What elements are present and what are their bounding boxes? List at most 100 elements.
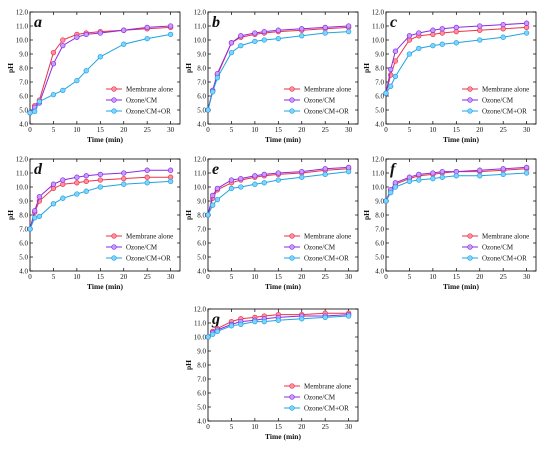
legend-swatch-marker xyxy=(111,97,117,103)
data-point xyxy=(477,167,483,173)
x-tick-label: 0 xyxy=(28,273,32,281)
legend-entry: Membrane alone xyxy=(482,232,529,240)
legend-entry: Ozone/CM xyxy=(482,243,514,251)
x-tick-label: 10 xyxy=(251,423,259,431)
data-point xyxy=(74,77,80,84)
legend-entry: Ozone/CM xyxy=(126,243,158,251)
data-point xyxy=(453,24,459,31)
data-point xyxy=(27,110,33,116)
chart-panel-f: 4.0 5.0 6.0 7.0 8.0 9.0 10.0 11.0 12.0 0 5 10 15 20 25… xyxy=(362,155,537,291)
data-point xyxy=(388,189,394,196)
x-tick-label: 10 xyxy=(73,273,81,281)
data-point xyxy=(523,170,530,176)
y-tick-label: 5.0 xyxy=(197,253,206,261)
data-point xyxy=(322,314,328,321)
y-tick-label: 12.0 xyxy=(194,305,207,313)
x-tick-label: 5 xyxy=(52,126,56,134)
y-tick-label: 6.0 xyxy=(197,92,206,100)
data-point xyxy=(383,198,389,204)
y-axis-title: pH xyxy=(6,210,15,220)
y-tick-label: 10.0 xyxy=(372,183,385,191)
data-point xyxy=(74,34,80,40)
y-tick-label: 12.0 xyxy=(372,8,385,16)
panel-label: g xyxy=(211,311,220,328)
data-point xyxy=(74,174,80,180)
y-tick-label: 10.0 xyxy=(16,36,29,44)
y-tick-label: 8.0 xyxy=(197,211,206,219)
y-tick-label: 6.0 xyxy=(375,92,384,100)
y-tick-label: 8.0 xyxy=(19,64,28,72)
legend-entry: Ozone/CM+OR xyxy=(304,404,349,412)
data-point xyxy=(392,184,399,190)
data-point xyxy=(210,192,216,199)
data-point xyxy=(275,170,281,176)
data-point xyxy=(275,35,281,42)
data-point xyxy=(345,313,352,319)
x-tick-label: 10 xyxy=(429,273,437,281)
x-tick-label: 30 xyxy=(523,273,531,281)
x-tick-label: 15 xyxy=(275,126,283,134)
data-point xyxy=(50,181,57,187)
data-point xyxy=(50,49,57,56)
data-point xyxy=(439,168,445,175)
y-tick-label: 10.0 xyxy=(194,36,207,44)
data-point xyxy=(500,34,506,40)
panel-label: c xyxy=(390,14,397,31)
y-tick-label: 11.0 xyxy=(16,169,28,177)
x-tick-label: 0 xyxy=(206,126,210,134)
data-point xyxy=(275,27,281,33)
legend-swatch-marker xyxy=(467,255,473,261)
x-tick-label: 20 xyxy=(298,423,306,431)
legend-swatch-marker xyxy=(289,108,295,114)
data-point xyxy=(167,23,174,29)
data-point xyxy=(32,215,38,221)
data-point xyxy=(60,42,66,49)
data-point xyxy=(388,66,394,73)
legend-entry: Ozone/CM xyxy=(126,96,158,104)
y-tick-label: 11.0 xyxy=(194,22,206,30)
y-axis-title: pH xyxy=(184,360,193,370)
data-point xyxy=(205,334,211,340)
x-tick-label: 15 xyxy=(275,273,283,281)
x-tick-label: 0 xyxy=(206,273,210,281)
data-point xyxy=(97,184,103,190)
x-axis-title: Time (min) xyxy=(443,135,479,144)
x-tick-label: 10 xyxy=(251,126,259,134)
data-point xyxy=(121,175,127,182)
x-tick-label: 15 xyxy=(275,423,283,431)
y-axis-title: pH xyxy=(184,63,193,73)
data-point xyxy=(439,174,445,180)
data-point xyxy=(121,41,127,47)
x-tick-label: 30 xyxy=(167,273,175,281)
data-point xyxy=(144,174,150,180)
x-axis-title: Time (min) xyxy=(87,282,123,291)
data-point xyxy=(214,185,221,192)
data-point xyxy=(275,177,281,183)
x-tick-label: 30 xyxy=(523,126,531,134)
data-point xyxy=(345,23,352,29)
data-point xyxy=(477,173,483,179)
data-point xyxy=(83,173,89,179)
legend-entry: Membrane alone xyxy=(126,85,173,93)
x-tick-label: 10 xyxy=(429,126,437,134)
data-point xyxy=(228,323,235,329)
data-point xyxy=(345,28,352,35)
data-point xyxy=(439,41,445,47)
data-point xyxy=(500,21,506,28)
data-point xyxy=(477,37,483,43)
legend-entry: Membrane alone xyxy=(304,85,351,93)
x-tick-label: 15 xyxy=(453,273,461,281)
legend-swatch-marker xyxy=(289,394,295,400)
x-tick-label: 15 xyxy=(97,273,105,281)
legend-swatch-marker xyxy=(289,97,295,103)
data-point xyxy=(406,33,413,39)
legend-swatch-marker xyxy=(289,383,295,389)
legend-entry: Ozone/CM+OR xyxy=(482,107,527,115)
panel-label: a xyxy=(34,14,42,31)
x-tick-label: 20 xyxy=(298,126,306,134)
legend-swatch-marker xyxy=(467,233,473,239)
data-point xyxy=(238,184,244,190)
y-tick-label: 9.0 xyxy=(197,347,206,355)
x-tick-label: 5 xyxy=(230,126,234,134)
data-point xyxy=(83,188,89,194)
